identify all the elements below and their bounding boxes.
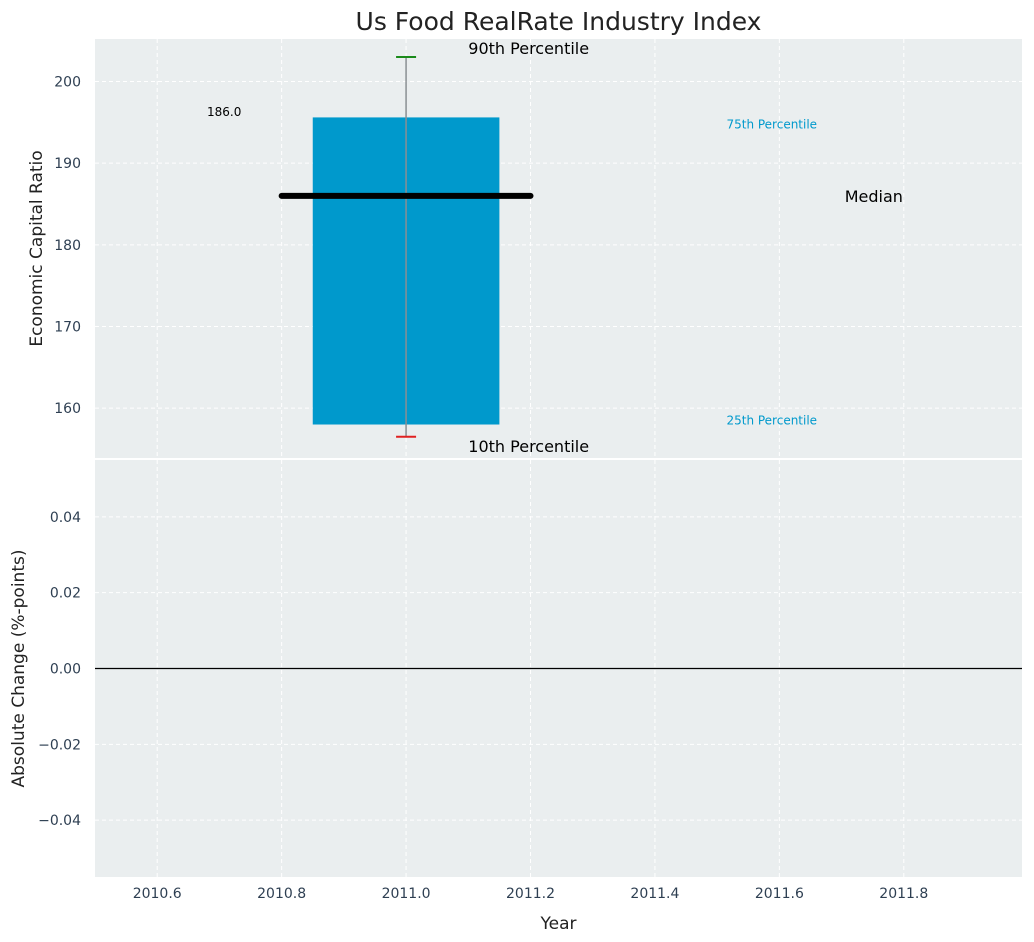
p75-annotation: 75th Percentile — [726, 117, 817, 131]
x-axis-label: Year — [540, 914, 577, 934]
chart-title: Us Food RealRate Industry Index — [356, 7, 762, 36]
y-tick-label: 160 — [54, 401, 81, 417]
median-annotation: Median — [845, 187, 903, 206]
x-tick-label: 2011.2 — [506, 886, 555, 902]
y-tick-label: 0.04 — [50, 510, 81, 526]
x-tick-label: 2011.8 — [879, 886, 928, 902]
y-tick-label: 200 — [54, 74, 81, 90]
plot-panel-top: 160 170 180 190 200 Economic Capital Ratio 90t… — [27, 39, 1022, 458]
x-tick-label: 2011.6 — [755, 886, 804, 902]
y-axis-label: Absolute Change (%-points) — [9, 550, 29, 788]
y-tick-label: 180 — [54, 238, 81, 254]
x-tick-label: 2010.6 — [133, 886, 182, 902]
p25-annotation: 25th Percentile — [726, 414, 817, 428]
x-tick-label: 2011.0 — [382, 886, 431, 902]
x-tick-label: 2011.4 — [630, 886, 679, 902]
p90-annotation: 90th Percentile — [468, 39, 589, 58]
p10-annotation: 10th Percentile — [468, 437, 589, 456]
median-value-label: 186.0 — [207, 105, 241, 119]
y-axis-label: Economic Capital Ratio — [27, 150, 47, 346]
y-tick-label: −0.04 — [38, 813, 81, 829]
y-tick-label: −0.02 — [38, 737, 81, 753]
y-tick-label: 170 — [54, 320, 81, 336]
plot-background — [95, 39, 1022, 458]
plot-panel-bottom: −0.04 −0.02 0.00 0.02 0.04 Absolute Change (%… — [9, 460, 1022, 902]
x-tick-label: 2010.8 — [257, 886, 306, 902]
y-tick-label: 0.02 — [50, 586, 81, 602]
y-tick-label: 0.00 — [50, 662, 81, 678]
y-tick-label: 190 — [54, 156, 81, 172]
